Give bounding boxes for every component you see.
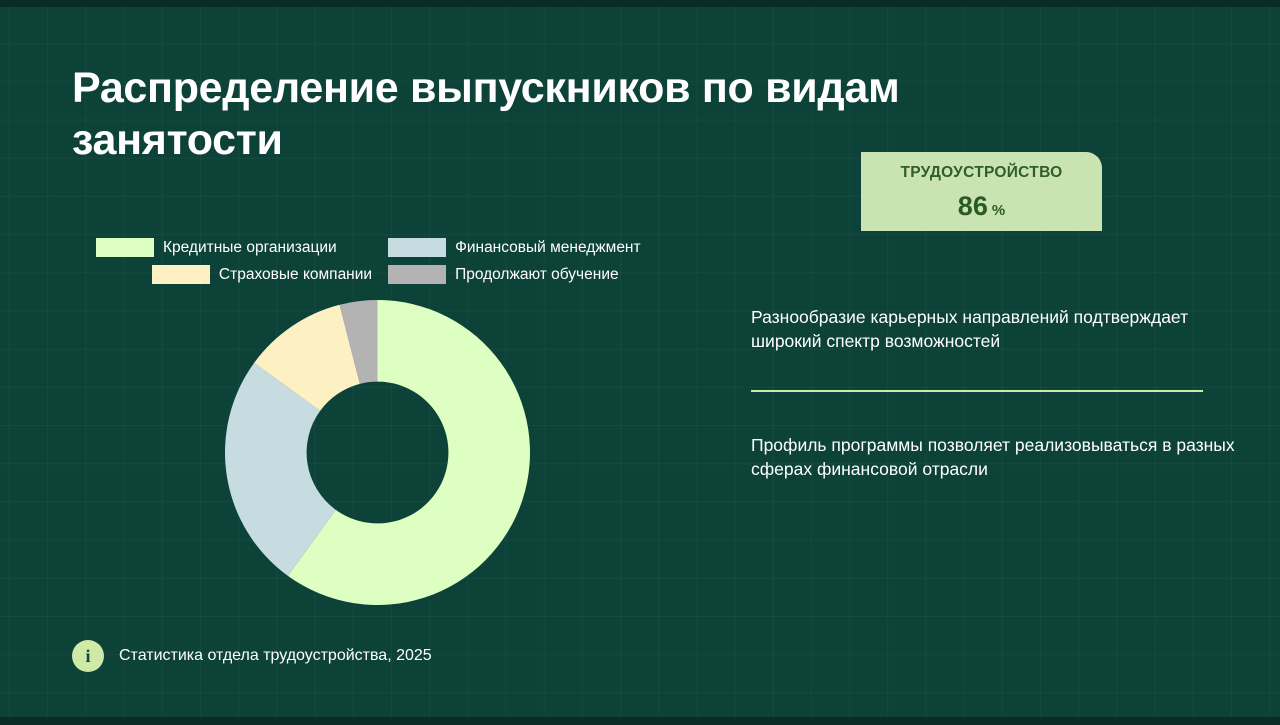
legend-item-financial-management[interactable]: Финансовый менеджмент [388, 238, 676, 257]
donut-slices [225, 300, 530, 605]
legend-label: Финансовый менеджмент [455, 238, 641, 256]
donut-chart-svg [225, 300, 530, 605]
legend-item-insurance-companies[interactable]: Страховые компании [96, 265, 372, 284]
legend-item-credit-organizations[interactable]: Кредитные организации [96, 238, 372, 257]
donut-slice[interactable] [287, 300, 530, 605]
donut-slice[interactable] [339, 300, 378, 384]
note-first: Разнообразие карьерных направлений подтв… [751, 307, 1189, 351]
legend-item-continue-education[interactable]: Продолжают обучение [388, 265, 676, 284]
footer-source-text: Статистика отдела трудоустройства, 2025 [119, 647, 432, 664]
legend-swatch-icon [151, 265, 210, 284]
donut-chart [225, 300, 530, 605]
footer-source: i Статистика отдела трудоустройства, 202… [72, 640, 432, 672]
legend-label: Страховые компании [218, 265, 373, 283]
kpi-label: ТРУДОУСТРОЙСТВО [900, 163, 1063, 181]
chart-legend: Кредитные организации Финансовый менеджм… [96, 238, 676, 284]
info-icon: i [72, 640, 104, 672]
legend-label: Продолжают обучение [455, 265, 619, 283]
legend-swatch-icon [388, 265, 447, 284]
top-edge-bar [0, 0, 1280, 7]
legend-label: Кредитные организации [163, 238, 337, 256]
donut-slice[interactable] [254, 304, 360, 411]
notes-column: Разнообразие карьерных направлений подтв… [751, 305, 1236, 481]
kpi-unit: % [991, 201, 1006, 219]
donut-slice[interactable] [225, 362, 336, 576]
note-second: Профиль программы позволяет реализовыват… [751, 435, 1235, 479]
legend-swatch-icon [96, 238, 154, 257]
page-title: Распределение выпускников по видам занят… [72, 64, 900, 164]
divider [751, 390, 1203, 392]
bottom-edge-bar [0, 717, 1280, 725]
kpi-value-row: 86 % [958, 191, 1005, 222]
kpi-badge-employment: ТРУДОУСТРОЙСТВО 86 % [861, 152, 1102, 231]
legend-swatch-icon [388, 238, 447, 257]
kpi-value: 86 [957, 190, 988, 221]
